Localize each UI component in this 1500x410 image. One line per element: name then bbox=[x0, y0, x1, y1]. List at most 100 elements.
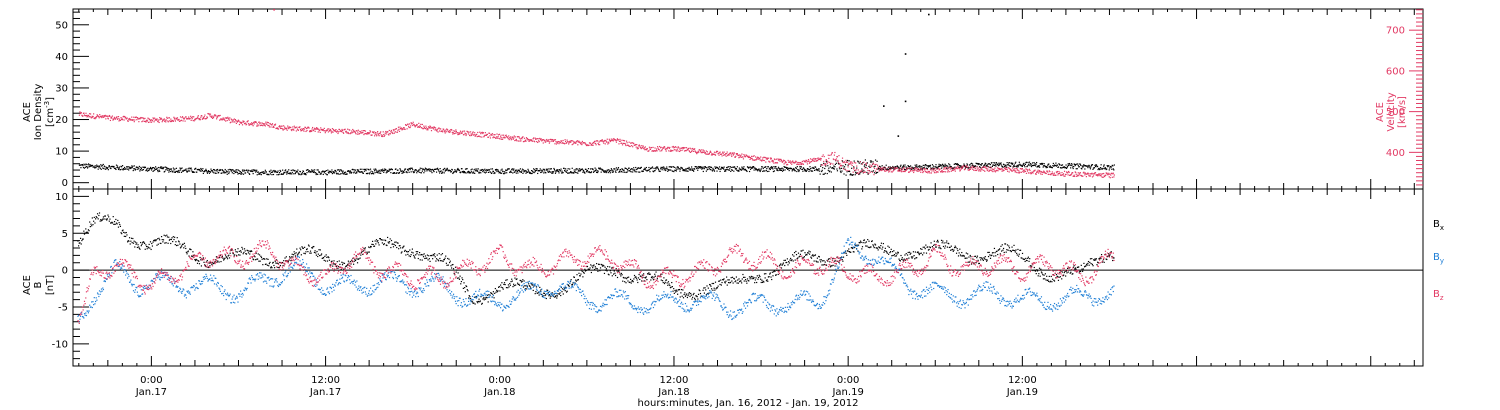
velocity-point bbox=[975, 167, 977, 169]
density-point bbox=[897, 166, 899, 168]
density-point bbox=[1057, 166, 1060, 168]
bx-point bbox=[129, 243, 131, 245]
bx-point bbox=[132, 237, 134, 240]
density-point bbox=[339, 173, 342, 175]
velocity-point bbox=[620, 142, 623, 144]
velocity-point bbox=[948, 167, 950, 169]
velocity-point bbox=[824, 164, 826, 166]
velocity-point bbox=[607, 141, 609, 143]
velocity-point bbox=[706, 151, 708, 153]
velocity-point bbox=[1032, 172, 1034, 174]
velocity-point bbox=[1112, 173, 1114, 175]
velocity-point bbox=[419, 126, 421, 128]
density-point bbox=[683, 169, 686, 171]
velocity-point bbox=[924, 169, 926, 171]
velocity-point bbox=[225, 120, 227, 122]
velocity-point bbox=[272, 125, 275, 128]
bx-point bbox=[447, 257, 449, 260]
velocity-point bbox=[183, 118, 185, 120]
velocity-point bbox=[271, 123, 274, 125]
velocity-point bbox=[125, 116, 127, 118]
velocity-point bbox=[445, 131, 447, 133]
density-point bbox=[1075, 163, 1077, 166]
density-point bbox=[357, 170, 359, 172]
density-point bbox=[474, 172, 476, 174]
density-point bbox=[1060, 164, 1063, 166]
velocity-point bbox=[296, 128, 298, 130]
density-point bbox=[201, 170, 203, 172]
bx-point bbox=[437, 260, 440, 262]
bx-point bbox=[482, 298, 484, 300]
velocity-point bbox=[1008, 171, 1010, 173]
velocity-point bbox=[93, 113, 95, 115]
density-point bbox=[874, 165, 876, 167]
density-point bbox=[625, 171, 627, 174]
density-point bbox=[168, 169, 170, 171]
density-point bbox=[141, 169, 144, 171]
velocity-point bbox=[86, 116, 88, 118]
bx-point bbox=[202, 258, 204, 260]
velocity-point bbox=[708, 152, 711, 155]
density-point bbox=[315, 172, 317, 174]
velocity-point bbox=[396, 131, 399, 133]
density-point bbox=[394, 172, 396, 174]
density-point bbox=[315, 173, 317, 176]
velocity-point bbox=[876, 168, 878, 170]
density-point bbox=[709, 166, 711, 168]
density-point bbox=[278, 171, 281, 174]
density-point bbox=[317, 169, 319, 171]
density-point bbox=[522, 169, 525, 171]
velocity-point bbox=[1083, 171, 1085, 173]
bx-point bbox=[418, 254, 420, 256]
density-point bbox=[454, 169, 456, 171]
velocity-point bbox=[465, 134, 467, 137]
density-point bbox=[770, 167, 772, 169]
density-point bbox=[382, 169, 384, 172]
bx-point bbox=[498, 286, 500, 288]
density-point bbox=[949, 164, 951, 166]
bx-point bbox=[148, 243, 150, 246]
velocity-point bbox=[429, 126, 432, 128]
velocity-point bbox=[193, 116, 195, 118]
density-point bbox=[341, 171, 344, 173]
velocity-point bbox=[305, 127, 308, 130]
bx-point bbox=[449, 260, 451, 262]
density-point bbox=[792, 169, 794, 171]
density-point bbox=[749, 166, 751, 168]
density-point bbox=[210, 168, 212, 170]
velocity-point bbox=[609, 140, 611, 143]
bx-point bbox=[519, 279, 521, 282]
density-point bbox=[651, 166, 654, 168]
density-point bbox=[180, 171, 183, 173]
velocity-point bbox=[814, 159, 816, 161]
velocity-point bbox=[80, 112, 83, 114]
density-point bbox=[82, 165, 84, 167]
density-point bbox=[149, 168, 151, 170]
velocity-point bbox=[471, 134, 473, 137]
density-point bbox=[216, 170, 218, 172]
bx-point bbox=[258, 254, 261, 256]
density-point bbox=[150, 167, 152, 169]
velocity-point bbox=[205, 117, 208, 120]
velocity-point bbox=[672, 150, 674, 152]
density-point bbox=[476, 168, 478, 170]
density-point bbox=[642, 170, 644, 172]
density-point bbox=[172, 167, 174, 169]
velocity-point bbox=[855, 169, 857, 171]
density-point bbox=[753, 169, 755, 171]
density-point bbox=[703, 166, 705, 168]
density-point bbox=[512, 172, 514, 174]
velocity-point bbox=[829, 163, 831, 166]
velocity-point bbox=[667, 146, 669, 149]
density-point bbox=[696, 166, 698, 168]
density-point bbox=[878, 167, 880, 170]
density-point bbox=[227, 169, 229, 171]
velocity-point bbox=[321, 129, 323, 131]
density-point bbox=[829, 166, 831, 168]
velocity-point bbox=[274, 123, 277, 125]
density-point bbox=[1027, 161, 1029, 164]
bx-point bbox=[135, 243, 137, 245]
velocity-point bbox=[455, 130, 457, 133]
velocity-point bbox=[754, 159, 756, 161]
velocity-point bbox=[461, 131, 464, 133]
